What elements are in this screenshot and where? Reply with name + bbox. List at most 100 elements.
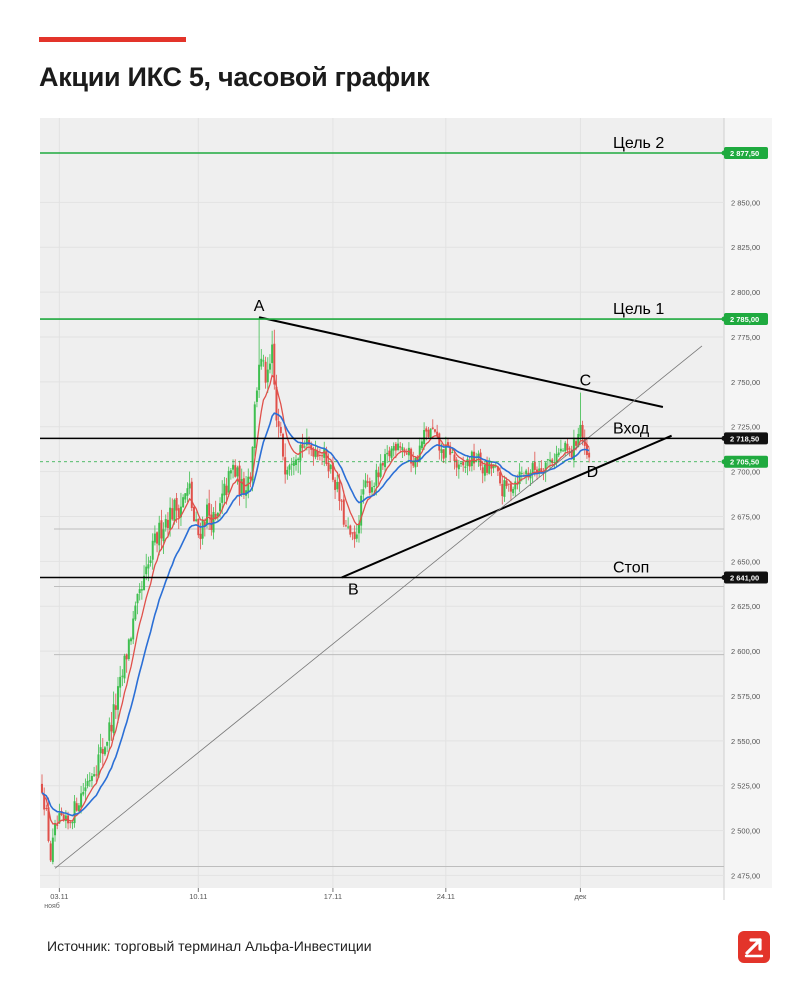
candle-body bbox=[394, 443, 397, 451]
candle-body bbox=[466, 458, 469, 466]
candle-body bbox=[58, 813, 61, 824]
candle-body bbox=[149, 560, 152, 564]
y-tick-label: 2 800,00 bbox=[731, 288, 760, 297]
candle-body bbox=[423, 430, 426, 445]
candle-body bbox=[164, 519, 167, 528]
candle-body bbox=[488, 461, 491, 474]
candle-body bbox=[182, 497, 185, 508]
candle-body bbox=[362, 489, 365, 495]
candle-body bbox=[305, 438, 308, 446]
level-badge-text: 2 718,50 bbox=[730, 434, 759, 443]
candle-body bbox=[499, 472, 502, 484]
candle-body bbox=[555, 453, 558, 463]
candle-body bbox=[470, 451, 473, 467]
candle-body bbox=[316, 451, 319, 457]
candle-body bbox=[240, 478, 243, 494]
candle-body bbox=[101, 749, 104, 754]
last-price-badge-text: 2 705,50 bbox=[730, 458, 759, 467]
level-badge-text: 2 877,50 bbox=[730, 149, 759, 158]
candle-body bbox=[468, 460, 471, 467]
candle-body bbox=[229, 470, 232, 474]
candle-body bbox=[364, 480, 367, 488]
x-tick-label: 24.11 bbox=[437, 892, 455, 901]
candle-body bbox=[145, 566, 148, 575]
candle-body bbox=[559, 448, 562, 452]
candle-body bbox=[95, 774, 98, 776]
candle-body bbox=[494, 465, 497, 467]
candle-body bbox=[505, 480, 508, 487]
candle-body bbox=[420, 441, 423, 449]
candle-body bbox=[544, 462, 547, 473]
candle-body bbox=[147, 564, 150, 569]
chart-container: 2 475,00 2 500,00 2 525,00 2 550,00 2 575,00… bbox=[0, 110, 808, 910]
candle-body bbox=[536, 469, 538, 473]
candle-body bbox=[373, 485, 376, 487]
y-tick-label: 2 650,00 bbox=[731, 557, 760, 566]
candle-body bbox=[588, 452, 591, 458]
y-tick-label: 2 550,00 bbox=[731, 737, 760, 746]
candle-body bbox=[169, 507, 172, 530]
candle-body bbox=[206, 504, 208, 524]
candle-body bbox=[549, 459, 552, 462]
candle-body bbox=[355, 534, 358, 539]
candle-body bbox=[199, 533, 202, 540]
candle-body bbox=[264, 361, 267, 383]
candle-body bbox=[349, 525, 352, 535]
candle-body bbox=[221, 493, 224, 503]
candle-body bbox=[216, 512, 219, 517]
candle-body bbox=[179, 506, 182, 518]
candle-body bbox=[321, 455, 324, 457]
candle-body bbox=[125, 654, 128, 660]
candle-body bbox=[366, 481, 369, 483]
y-tick-label: 2 575,00 bbox=[731, 692, 760, 701]
level-badge bbox=[724, 147, 768, 159]
candle-body bbox=[351, 532, 354, 534]
candle-body bbox=[301, 442, 304, 449]
candle-body bbox=[138, 589, 141, 594]
y-tick-label: 2 825,00 bbox=[731, 243, 760, 252]
candle-body bbox=[175, 497, 178, 511]
candle-body bbox=[184, 493, 187, 500]
x-sublabel: нояб bbox=[44, 902, 60, 910]
candle-body bbox=[112, 704, 115, 733]
candle-body bbox=[93, 774, 96, 777]
candle-body bbox=[303, 446, 306, 448]
candle-body bbox=[123, 655, 126, 679]
y-tick-label: 2 725,00 bbox=[731, 423, 760, 432]
candle-body bbox=[45, 808, 48, 810]
candle-body bbox=[392, 446, 395, 451]
candle-body bbox=[481, 467, 484, 474]
candle-body bbox=[444, 444, 447, 458]
candle-body bbox=[344, 525, 347, 527]
candle-body bbox=[77, 805, 80, 812]
level-badge-text: 2 785,00 bbox=[730, 315, 759, 324]
candle-body bbox=[130, 638, 133, 642]
point-label-d: D bbox=[587, 464, 599, 481]
candle-body bbox=[527, 472, 530, 476]
candle-body bbox=[410, 448, 413, 464]
y-tick-label: 2 750,00 bbox=[731, 378, 760, 387]
candle-body bbox=[429, 428, 432, 438]
candle-body bbox=[446, 442, 449, 446]
candle-body bbox=[509, 483, 512, 492]
y-tick-label: 2 775,00 bbox=[731, 333, 760, 342]
candle-body bbox=[433, 429, 436, 432]
candle-body bbox=[386, 452, 389, 455]
candle-body bbox=[331, 462, 334, 480]
candle-body bbox=[562, 450, 565, 452]
candle-body bbox=[273, 343, 276, 385]
candle-body bbox=[442, 449, 445, 459]
candle-body bbox=[119, 676, 122, 688]
candle-body bbox=[140, 589, 143, 591]
x-tick-label: 17.11 bbox=[324, 892, 342, 901]
candle-body bbox=[360, 495, 363, 526]
candle-body bbox=[136, 593, 139, 604]
candles-group bbox=[41, 317, 591, 865]
candle-body bbox=[525, 470, 528, 475]
candle-body bbox=[520, 472, 523, 474]
price-scale bbox=[724, 118, 772, 888]
y-tick-label: 2 475,00 bbox=[731, 871, 760, 880]
candle-body bbox=[56, 824, 59, 826]
candle-body bbox=[64, 815, 67, 821]
candle-body bbox=[533, 461, 536, 470]
